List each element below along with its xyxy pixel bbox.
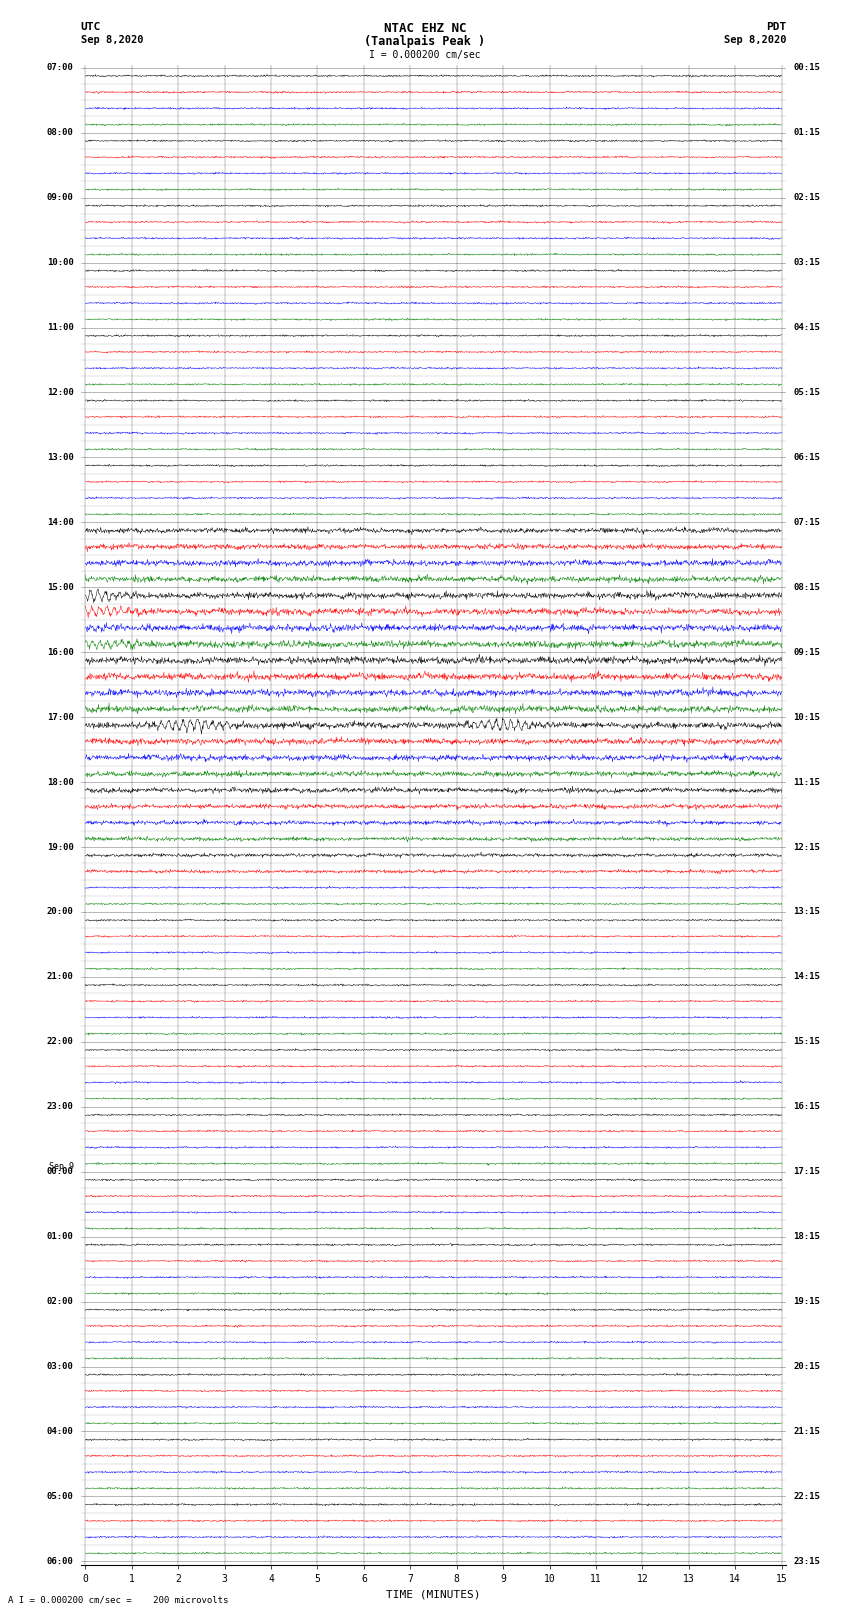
Text: 06:00: 06:00 [47,1557,74,1566]
Text: I = 0.000200 cm/sec: I = 0.000200 cm/sec [369,50,481,60]
Text: 01:15: 01:15 [793,127,820,137]
Text: 02:15: 02:15 [793,194,820,202]
Text: 13:00: 13:00 [47,453,74,461]
Text: Sep 8,2020: Sep 8,2020 [81,35,144,45]
Text: 19:00: 19:00 [47,842,74,852]
Text: 05:15: 05:15 [793,389,820,397]
Text: 22:00: 22:00 [47,1037,74,1047]
Text: 10:15: 10:15 [793,713,820,721]
Text: 20:00: 20:00 [47,908,74,916]
Text: 04:15: 04:15 [793,323,820,332]
Text: 07:15: 07:15 [793,518,820,527]
Text: 17:00: 17:00 [47,713,74,721]
Text: 13:15: 13:15 [793,908,820,916]
Text: 03:00: 03:00 [47,1361,74,1371]
Text: PDT: PDT [766,23,786,32]
Text: 09:15: 09:15 [793,648,820,656]
Text: 06:15: 06:15 [793,453,820,461]
Text: 21:15: 21:15 [793,1428,820,1436]
Text: 15:00: 15:00 [47,582,74,592]
Text: (Tanalpais Peak ): (Tanalpais Peak ) [365,35,485,48]
Text: 08:00: 08:00 [47,127,74,137]
Text: 18:00: 18:00 [47,777,74,787]
Text: 16:00: 16:00 [47,648,74,656]
Text: 08:15: 08:15 [793,582,820,592]
Text: UTC: UTC [81,23,101,32]
Text: 19:15: 19:15 [793,1297,820,1307]
Text: 11:15: 11:15 [793,777,820,787]
Text: 04:00: 04:00 [47,1428,74,1436]
X-axis label: TIME (MINUTES): TIME (MINUTES) [386,1589,481,1598]
Text: Sep 9: Sep 9 [48,1163,74,1171]
Text: 23:00: 23:00 [47,1102,74,1111]
Text: 14:15: 14:15 [793,973,820,981]
Text: A I = 0.000200 cm/sec =    200 microvolts: A I = 0.000200 cm/sec = 200 microvolts [8,1595,229,1605]
Text: 21:00: 21:00 [47,973,74,981]
Text: 20:15: 20:15 [793,1361,820,1371]
Text: NTAC EHZ NC: NTAC EHZ NC [383,23,467,35]
Text: 18:15: 18:15 [793,1232,820,1240]
Text: 01:00: 01:00 [47,1232,74,1240]
Text: 11:00: 11:00 [47,323,74,332]
Text: 12:00: 12:00 [47,389,74,397]
Text: 03:15: 03:15 [793,258,820,268]
Text: 15:15: 15:15 [793,1037,820,1047]
Text: 10:00: 10:00 [47,258,74,268]
Text: Sep 8,2020: Sep 8,2020 [723,35,786,45]
Text: 17:15: 17:15 [793,1168,820,1176]
Text: 23:15: 23:15 [793,1557,820,1566]
Text: 00:00: 00:00 [47,1168,74,1176]
Text: 07:00: 07:00 [47,63,74,73]
Text: 22:15: 22:15 [793,1492,820,1502]
Text: 14:00: 14:00 [47,518,74,527]
Text: 09:00: 09:00 [47,194,74,202]
Text: 12:15: 12:15 [793,842,820,852]
Text: 05:00: 05:00 [47,1492,74,1502]
Text: 02:00: 02:00 [47,1297,74,1307]
Text: 00:15: 00:15 [793,63,820,73]
Text: 16:15: 16:15 [793,1102,820,1111]
